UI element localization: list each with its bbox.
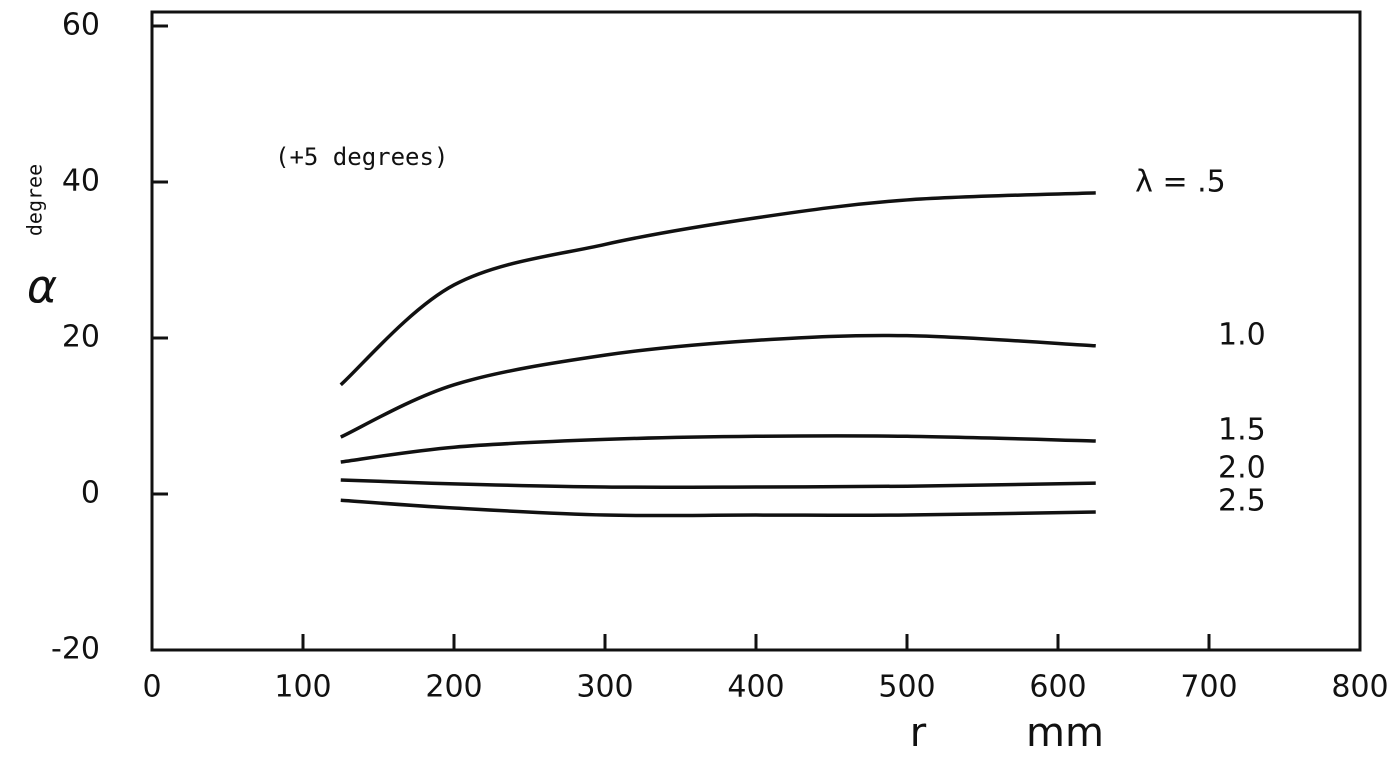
series-label: 2.5 [1218,483,1266,518]
x-axis-label: r [910,710,927,756]
series-line [340,478,1096,489]
x-tick-label: 0 [142,670,161,705]
y-axis-unit: degree [23,164,47,236]
y-tick-label: -20 [51,632,100,667]
series-label: λ = .5 [1135,164,1226,199]
x-tick-label: 500 [878,670,935,705]
x-tick-label: 300 [576,670,633,705]
series-line [340,333,1096,439]
series-label: 1.5 [1218,412,1266,447]
x-tick-label: 400 [727,670,784,705]
y-tick-label: 60 [62,8,100,43]
y-tick-label: 20 [62,320,100,355]
x-tick-label: 100 [274,670,331,705]
y-axis-label: α [27,260,57,314]
series-line [340,498,1096,518]
axis-frame [150,10,1362,652]
series-label: 2.0 [1218,450,1266,485]
series-line [339,191,1096,387]
x-tick-label: 200 [425,670,482,705]
x-tick-label: 600 [1029,670,1086,705]
annotation: (+5 degrees) [275,143,448,171]
y-tick-label: 40 [62,164,100,199]
x-tick-label: 700 [1180,670,1237,705]
series-line [340,434,1096,464]
x-axis-unit: mm [1026,710,1104,756]
y-tick-label: 0 [81,476,100,511]
x-tick-label: 800 [1331,670,1388,705]
series-label: 1.0 [1218,317,1266,352]
